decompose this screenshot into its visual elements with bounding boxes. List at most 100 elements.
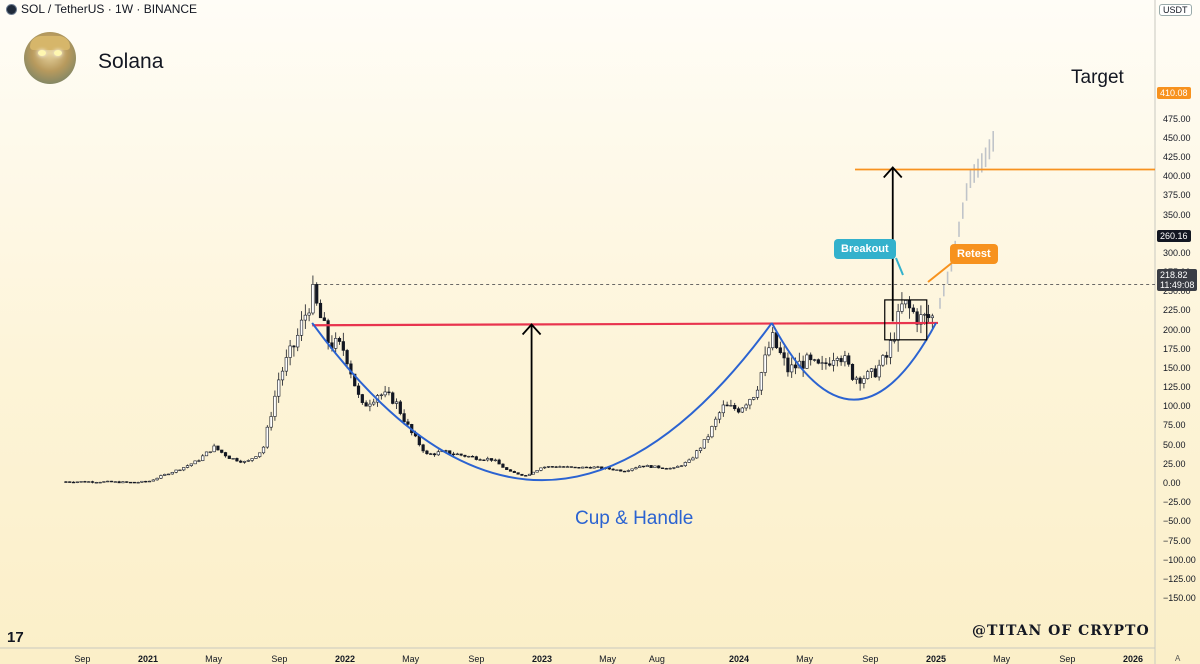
candle: [147, 480, 152, 483]
candle: [550, 466, 554, 468]
candle: [676, 465, 680, 468]
candle: [812, 358, 817, 362]
price-tick-label: −50.00: [1163, 516, 1191, 527]
time-tick-label: Sep: [862, 654, 879, 664]
breakout-tag: Breakout: [834, 239, 896, 259]
candle: [543, 466, 547, 469]
candle: [75, 481, 79, 484]
candle: [360, 393, 364, 405]
candle: [638, 464, 642, 468]
symbol-header[interactable]: SOL / TetherUS · 1W · BINANCE: [6, 2, 197, 16]
candle: [204, 451, 209, 457]
price-tick-label: 350.00: [1163, 209, 1191, 220]
candle: [687, 458, 691, 463]
candle: [166, 473, 171, 476]
candle: [626, 469, 630, 473]
bar-countdown: 11:49:08: [1160, 280, 1195, 290]
currency-selector[interactable]: USDT: [1159, 4, 1192, 16]
price-tick-label: 25.00: [1163, 458, 1186, 469]
candle: [698, 447, 703, 454]
cup-curve: [311, 322, 773, 482]
candle: [771, 327, 775, 351]
candle: [527, 473, 532, 476]
candle: [862, 375, 866, 389]
candle: [136, 481, 140, 484]
candle: [102, 481, 106, 483]
candle: [132, 481, 136, 484]
author-avatar-icon: [24, 32, 76, 84]
sol-icon: [6, 3, 17, 15]
target-price-badge: 410.08: [1157, 87, 1191, 99]
candle: [816, 358, 820, 365]
time-tick-label: 2025: [925, 654, 947, 664]
candle: [493, 458, 497, 462]
candle: [383, 385, 387, 398]
candle: [809, 352, 813, 366]
candle: [193, 460, 197, 465]
candle: [311, 275, 315, 316]
candle: [208, 451, 212, 454]
time-tick-label: May: [993, 654, 1011, 664]
candle: [90, 480, 95, 484]
candle: [752, 396, 756, 401]
candle: [554, 465, 558, 468]
candle: [645, 464, 649, 468]
candle: [900, 292, 904, 314]
candle: [296, 328, 300, 352]
candle: [501, 463, 505, 468]
watermark: @TITAN OF CRYPTO: [972, 623, 1150, 639]
projection-bars: [939, 131, 995, 309]
candle: [258, 452, 262, 458]
time-tick-label: Sep: [1059, 654, 1076, 664]
candle: [634, 466, 638, 470]
candle: [755, 385, 760, 400]
candle: [174, 469, 178, 474]
candle: [189, 463, 193, 467]
time-tick-label: 2022: [334, 654, 356, 664]
candle: [94, 481, 98, 484]
candle: [463, 454, 467, 458]
candle: [239, 459, 243, 464]
candle: [828, 357, 832, 367]
candle: [467, 455, 471, 458]
candle: [220, 449, 224, 454]
candle: [869, 368, 874, 379]
candle: [915, 308, 919, 333]
candle: [474, 455, 478, 461]
candle: [930, 313, 934, 328]
candle: [505, 467, 509, 470]
price-tick-label: 125.00: [1163, 382, 1191, 393]
candle: [717, 411, 722, 424]
time-tick-label: Sep: [271, 654, 288, 664]
candle: [892, 332, 896, 344]
candle: [584, 466, 589, 469]
candle: [478, 458, 482, 461]
price-tick-label: 200.00: [1163, 324, 1191, 335]
candle: [341, 332, 345, 356]
candle: [242, 460, 247, 464]
candle: [847, 352, 851, 367]
candle: [299, 311, 304, 342]
candle: [391, 391, 395, 405]
candle: [364, 400, 368, 407]
candle: [710, 425, 714, 439]
candle: [68, 481, 72, 483]
candle: [835, 356, 839, 367]
candle: [140, 480, 144, 483]
handle-curve: [770, 322, 937, 401]
candle: [387, 386, 391, 396]
candle: [128, 481, 133, 484]
candle: [254, 456, 258, 459]
auto-scale-button[interactable]: A: [1175, 654, 1181, 663]
candle: [782, 346, 786, 366]
price-tick-label: −150.00: [1163, 593, 1196, 604]
candle: [790, 357, 794, 378]
candle: [223, 451, 228, 458]
candle: [87, 481, 91, 483]
candle: [201, 454, 205, 462]
price-tick-label: 50.00: [1163, 439, 1186, 450]
tradingview-logo-icon[interactable]: 17: [7, 629, 24, 646]
candle: [379, 393, 383, 400]
candle: [155, 477, 159, 481]
